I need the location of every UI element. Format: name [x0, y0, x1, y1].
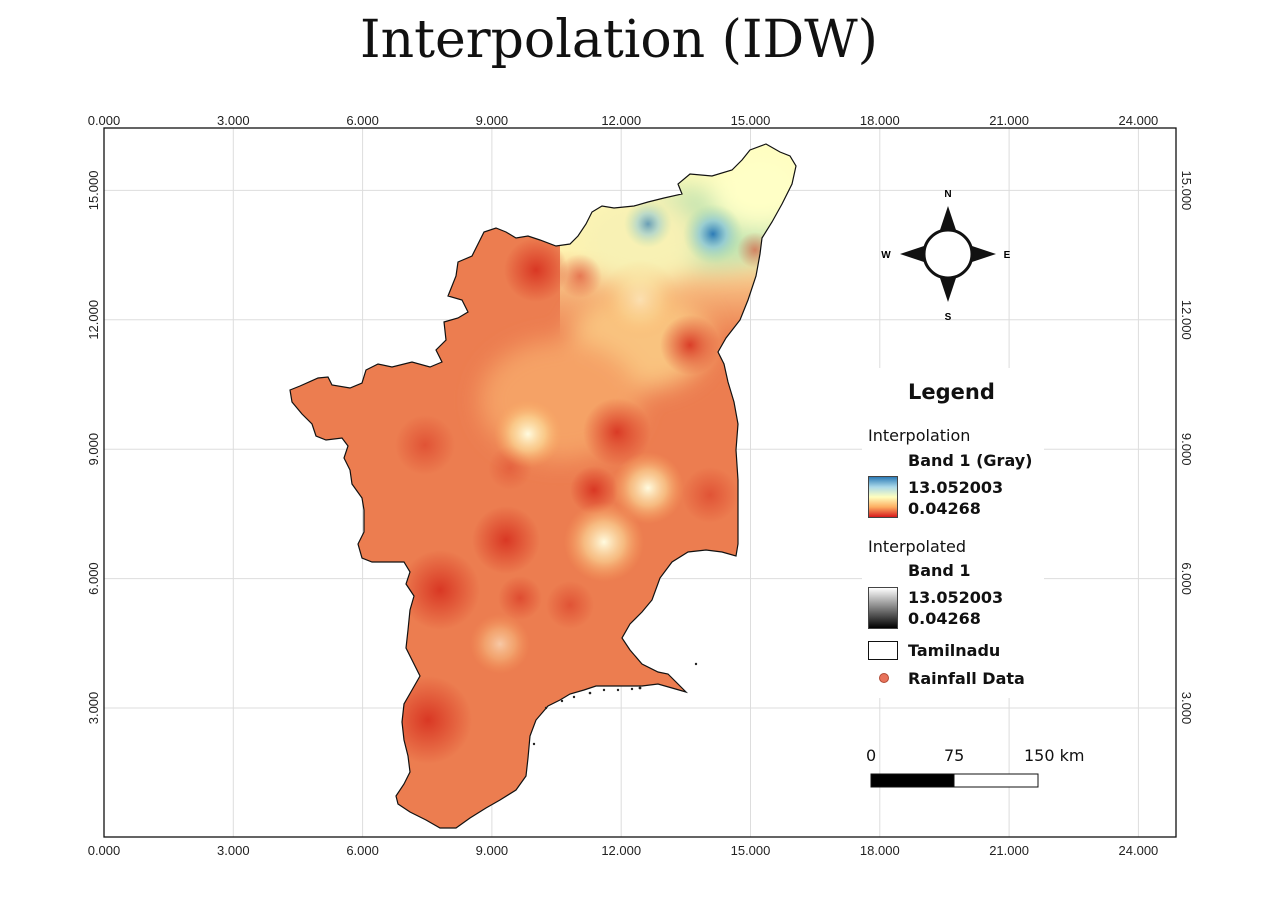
y-tick-label-right: 9.000 [1179, 433, 1194, 466]
x-tick-label: 3.000 [217, 843, 250, 858]
x-tick-label: 18.000 [860, 843, 900, 858]
color-ramp-swatch [868, 476, 898, 518]
x-tick-label: 6.000 [346, 113, 379, 128]
compass-rose-icon: N S E W [881, 189, 1010, 323]
gray-ramp-swatch [868, 587, 898, 629]
x-ticks-bottom: 0.000 3.000 6.000 9.000 12.000 15.000 18.000 21… [88, 843, 1159, 858]
x-tick-label: 12.000 [601, 113, 641, 128]
x-tick-label: 24.000 [1119, 843, 1159, 858]
x-tick-label: 6.000 [346, 843, 379, 858]
x-tick-label: 9.000 [476, 113, 509, 128]
compass-e: E [1004, 250, 1011, 261]
scale-label-75: 75 [944, 746, 964, 765]
legend-interpolated-label: Interpolated [868, 537, 966, 556]
legend-interpolation-min: 0.04268 [908, 499, 981, 518]
interpolation-raster [280, 130, 820, 840]
y-tick-label-left: 3.000 [86, 692, 101, 725]
compass-n: N [944, 189, 951, 200]
y-tick-label-right: 15.000 [1179, 171, 1194, 211]
x-tick-label: 0.000 [88, 113, 121, 128]
y-tick-label-left: 15.000 [86, 171, 101, 211]
x-tick-label: 15.000 [731, 843, 771, 858]
y-tick-label-left: 9.000 [86, 433, 101, 466]
compass-s: S [945, 312, 952, 323]
scale-label-150: 150 km [1024, 746, 1084, 765]
x-tick-label: 3.000 [217, 113, 250, 128]
x-tick-label: 12.000 [601, 843, 641, 858]
x-tick-label: 24.000 [1119, 113, 1159, 128]
legend-interpolation-label: Interpolation [868, 426, 970, 445]
legend-points-label: Rainfall Data [908, 669, 1025, 688]
x-tick-label: 15.000 [731, 113, 771, 128]
scale-label-0: 0 [866, 746, 876, 765]
scale-bar [871, 774, 1038, 787]
y-tick-label-right: 12.000 [1179, 300, 1194, 340]
rainfall-point-icon [879, 673, 889, 683]
legend-interpolated-max: 13.052003 [908, 588, 1003, 607]
compass-w: W [881, 250, 891, 261]
y-ticks-left: 3.000 6.000 9.000 12.000 15.000 [86, 171, 101, 725]
y-ticks-right: 3.000 6.000 9.000 12.000 15.000 [1179, 171, 1194, 725]
legend-interpolation-max: 13.052003 [908, 478, 1003, 497]
y-tick-label-right: 6.000 [1179, 562, 1194, 595]
x-tick-label: 9.000 [476, 843, 509, 858]
legend-interpolated-band: Band 1 [908, 561, 971, 580]
boundary-swatch [868, 641, 898, 660]
x-ticks-top: 0.000 3.000 6.000 9.000 12.000 15.000 18.000 21… [88, 113, 1159, 128]
x-tick-label: 18.000 [860, 113, 900, 128]
y-tick-label-right: 3.000 [1179, 692, 1194, 725]
x-tick-label: 21.000 [989, 113, 1029, 128]
x-tick-label: 21.000 [989, 843, 1029, 858]
y-tick-label-left: 6.000 [86, 562, 101, 595]
x-tick-label: 0.000 [88, 843, 121, 858]
y-tick-label-left: 12.000 [86, 300, 101, 340]
legend-title: Legend [908, 380, 995, 404]
legend-interpolated-min: 0.04268 [908, 609, 981, 628]
legend-boundary-label: Tamilnadu [908, 641, 1000, 660]
legend-interpolation-band: Band 1 (Gray) [908, 451, 1033, 470]
